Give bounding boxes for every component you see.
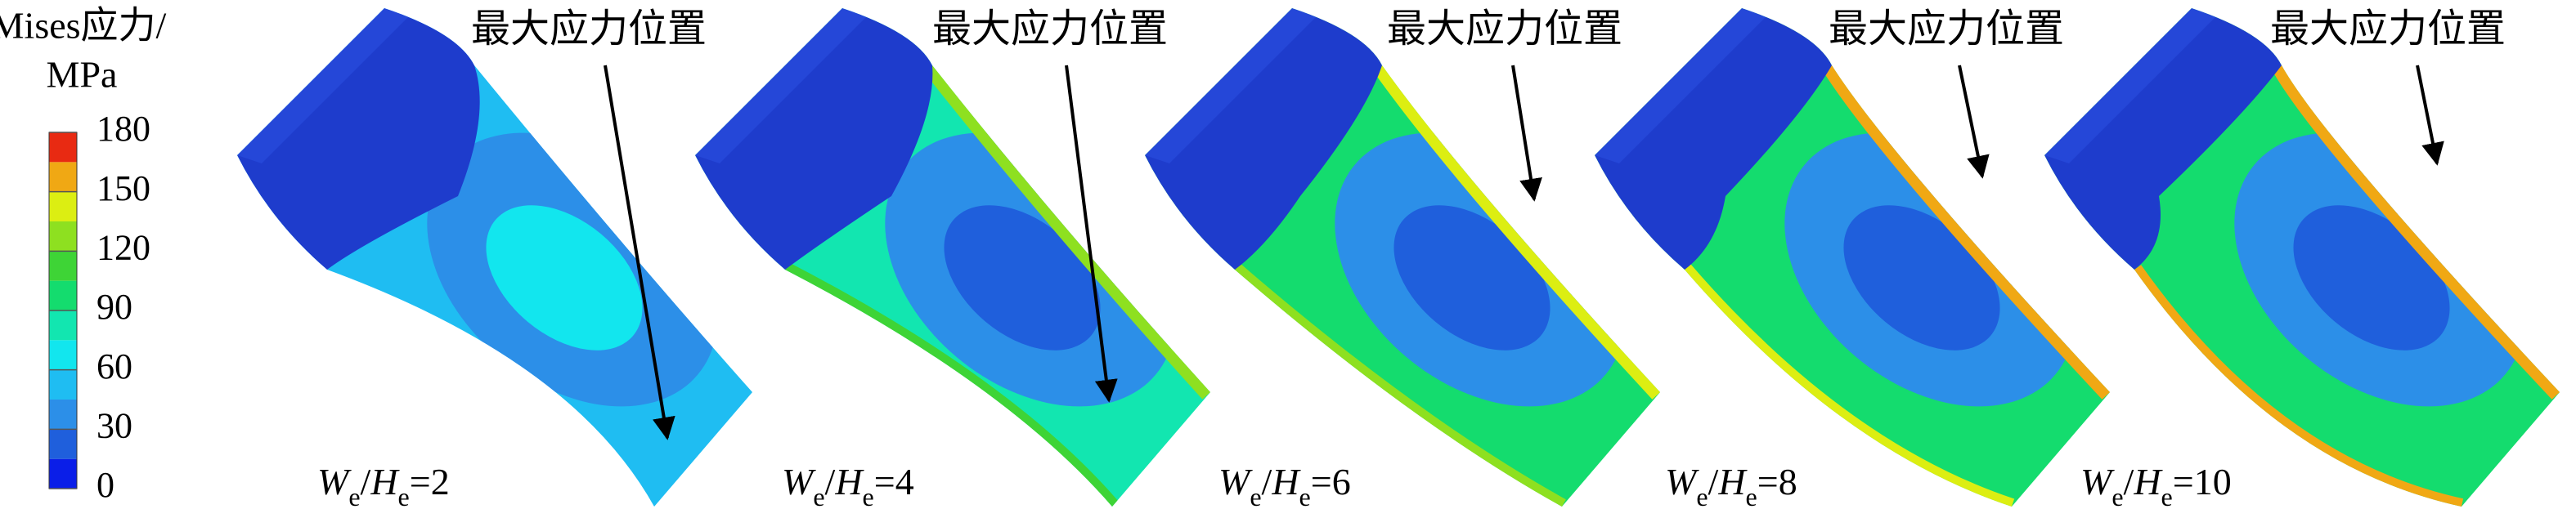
edge-zone — [1229, 263, 1566, 507]
cap — [237, 8, 480, 270]
stress-contour-panel — [695, 8, 1210, 507]
slash: / — [2124, 461, 2134, 502]
colorbar-tick-label: 0 — [96, 465, 114, 505]
cap-shade — [1145, 8, 1317, 163]
subscript: e — [398, 482, 410, 511]
colorbar-tick-label: 30 — [96, 405, 132, 445]
stress-contour-panel — [1595, 8, 2110, 507]
colorbar-band — [49, 310, 77, 341]
var: H — [1717, 461, 1748, 502]
var: W — [2080, 461, 2115, 502]
zone — [944, 205, 1101, 351]
var: H — [834, 461, 864, 502]
stress-contour-panel — [2044, 8, 2560, 507]
arrow — [1511, 65, 1542, 202]
arrow — [1958, 65, 1990, 179]
panel-label: We/He=10 — [2080, 461, 2232, 512]
slash: / — [825, 461, 836, 502]
colorbar-unit: MPa — [47, 54, 118, 96]
colorbar-tick-label: 150 — [96, 168, 150, 208]
annotation: 最大应力位置 — [1829, 7, 2064, 51]
subscript: e — [863, 482, 874, 511]
annotation: 最大应力位置 — [471, 7, 707, 51]
arrow — [1065, 65, 1118, 403]
colorbar-band — [49, 429, 77, 459]
cap-shade — [1595, 8, 1766, 163]
colorbar-band — [49, 251, 77, 281]
cap — [2044, 8, 2282, 270]
var: H — [370, 461, 400, 502]
colorbar-tick-label: 60 — [96, 346, 132, 386]
slash: / — [1262, 461, 1272, 502]
subscript: e — [1696, 482, 1708, 511]
colorbar-band — [49, 340, 77, 370]
subscript: e — [2161, 482, 2173, 511]
edge-zone — [1678, 264, 2015, 507]
colorbar-band — [49, 162, 77, 192]
annotation: 最大应力位置 — [2270, 7, 2506, 51]
subscript: e — [1746, 482, 1757, 511]
edge-zone — [2127, 265, 2464, 507]
colorbar-tick-label: 180 — [96, 109, 150, 149]
cap — [695, 8, 933, 270]
cap-shade — [237, 8, 409, 163]
value: =6 — [1311, 461, 1351, 502]
colorbar-band — [49, 369, 77, 400]
colorbar-band — [49, 191, 77, 221]
value: =8 — [1757, 461, 1797, 502]
contours — [237, 8, 752, 507]
colorbar-band — [49, 132, 77, 163]
contours — [695, 8, 1210, 507]
arrow — [2416, 65, 2444, 166]
stress-contour-panel — [237, 8, 752, 507]
subscript: e — [2112, 482, 2123, 511]
cap — [1595, 8, 1832, 270]
var: H — [1271, 461, 1301, 502]
value: =4 — [874, 461, 914, 502]
value: =2 — [410, 461, 450, 502]
stress-contour-panel — [1145, 8, 1660, 507]
panel-label: We/He=6 — [1218, 461, 1351, 512]
cap — [1145, 8, 1382, 270]
var: W — [1665, 461, 1699, 502]
panel-label: We/He=2 — [317, 461, 450, 512]
panel-label: We/He=8 — [1665, 461, 1797, 512]
value: =10 — [2173, 461, 2232, 502]
zone — [486, 205, 643, 351]
panel-label: We/He=4 — [782, 461, 914, 512]
contours — [2044, 8, 2560, 507]
subscript: e — [348, 482, 360, 511]
subscript: e — [1250, 482, 1261, 511]
subscript: e — [813, 482, 824, 511]
colorbar-title: Mises应力/ — [0, 5, 167, 47]
contours — [1595, 8, 2110, 507]
contours — [1145, 8, 1660, 507]
colorbar-band — [49, 458, 77, 489]
colorbar-band — [49, 400, 77, 430]
cap-shade — [2044, 8, 2216, 163]
annotation: 最大应力位置 — [932, 7, 1168, 51]
var: H — [2133, 461, 2163, 502]
colorbar-tick-label: 120 — [96, 227, 150, 267]
slash: / — [361, 461, 371, 502]
var: W — [782, 461, 816, 502]
cap-shade — [695, 8, 867, 163]
arrow — [604, 65, 675, 440]
colorbar-tick-label: 90 — [96, 287, 132, 327]
slash: / — [1708, 461, 1719, 502]
var: W — [1218, 461, 1253, 502]
colorbar-band — [49, 221, 77, 252]
var: W — [317, 461, 352, 502]
colorbar-band — [49, 280, 77, 310]
subscript: e — [1299, 482, 1311, 511]
annotation: 最大应力位置 — [1387, 7, 1622, 51]
